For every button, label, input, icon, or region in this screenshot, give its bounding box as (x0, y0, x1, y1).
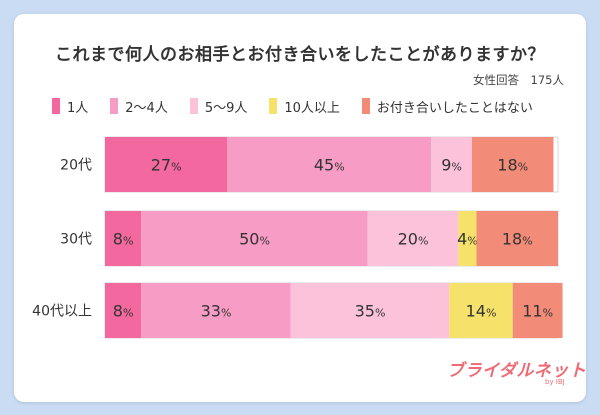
legend-swatch-1 (52, 98, 60, 114)
bar-segment-1-2 (227, 137, 432, 192)
bar-segment-3-2 (141, 283, 291, 338)
bar-segment-2-4 (458, 211, 477, 266)
bar-segment-1-1 (105, 137, 228, 192)
bar-segment-2-1 (105, 211, 142, 266)
data-label-2-5: 18% (502, 230, 533, 249)
data-label-2-1: 8% (113, 230, 134, 249)
legend-swatch-4 (269, 98, 278, 114)
data-label-3-5: 11% (522, 302, 553, 321)
bar-segment-3-4 (449, 283, 513, 338)
brand-logo-sub: by IBJ (545, 378, 565, 386)
legend-label-3: 5～9人 (204, 100, 248, 116)
bar-segment-2-2 (141, 211, 368, 266)
legend-item-4: 10人以上 (269, 97, 340, 116)
legend-item-1: 1人 (52, 97, 88, 116)
bar-segment-3-3 (290, 283, 450, 338)
bar-segment-2-5 (476, 211, 558, 266)
legend-label-4: 10人以上 (284, 100, 340, 116)
data-label-1-1: 27% (151, 156, 182, 175)
legend-label-5: お付き合いしたことはない (376, 100, 533, 116)
sample-size-note: 女性回答 175人 (473, 73, 564, 87)
chart-title: これまで何人のお相手とお付き合いをしたことがありますか？ (55, 45, 545, 65)
data-label-1-2: 45% (314, 156, 345, 175)
category-label-2: 30代 (60, 232, 92, 248)
data-label-3-2: 33% (201, 302, 232, 321)
category-label-3: 40代以上 (32, 304, 92, 320)
legend-label-2: 2～4人 (125, 100, 168, 116)
legend-item-5: お付き合いしたことはない (361, 97, 533, 116)
legend-item-3: 5～9人 (189, 97, 248, 116)
bar-segment-3-1 (105, 283, 142, 338)
data-label-1-3: 9% (441, 156, 462, 175)
bar-segment-1-3 (431, 137, 472, 192)
data-label-3-3: 35% (355, 302, 386, 321)
bar-segment-1-5 (471, 137, 554, 192)
bar-segment-3-5 (512, 283, 563, 338)
category-label-1: 20代 (60, 158, 92, 174)
legend-item-2: 2～4人 (110, 97, 168, 116)
data-label-2-2: 50% (239, 230, 270, 249)
data-label-2-3: 20% (398, 230, 429, 249)
data-label-1-5: 18% (497, 156, 528, 175)
legend-swatch-3 (189, 98, 198, 114)
data-label-2-4: 4% (457, 230, 478, 249)
data-label-3-1: 8% (113, 302, 134, 321)
legend-swatch-5 (361, 98, 370, 114)
data-label-3-4: 14% (466, 302, 497, 321)
legend-label-1: 1人 (67, 100, 89, 116)
legend: 1人 2～4人 5～9人 10人以上 お付き合いしたことはない (52, 97, 533, 116)
legend-swatch-2 (110, 98, 119, 114)
brand-logo-text: ブライダルネット (447, 361, 587, 381)
bar-segment-2-3 (367, 211, 459, 266)
